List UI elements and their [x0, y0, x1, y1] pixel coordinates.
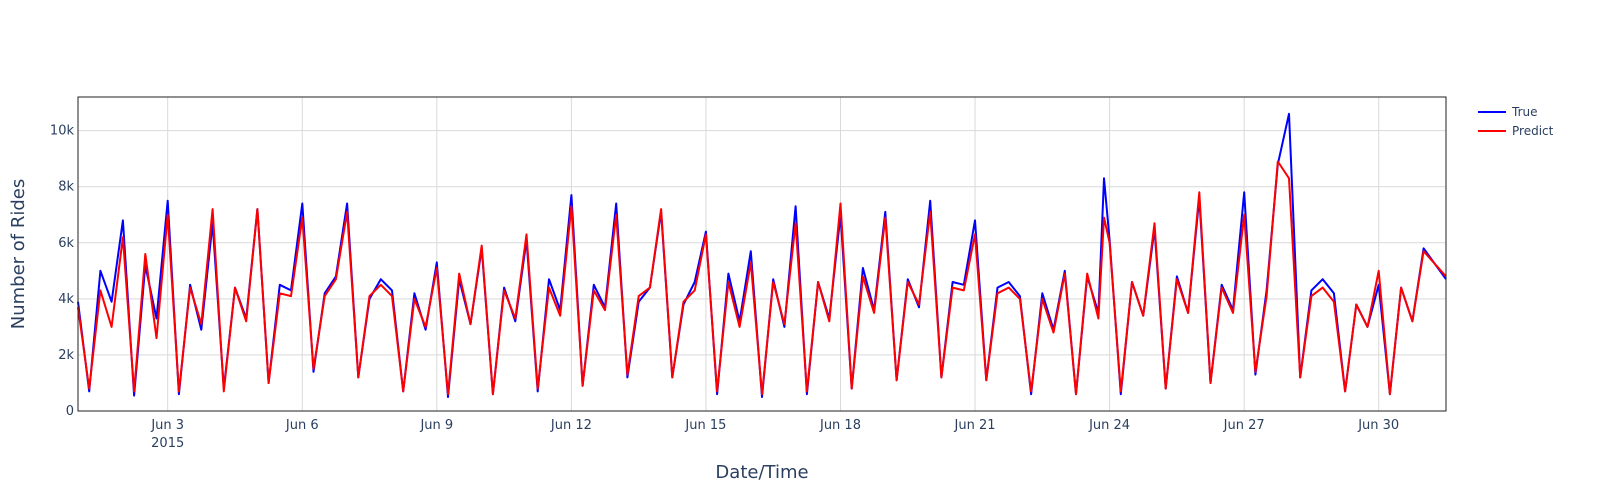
plot-frame — [77, 96, 1447, 412]
legend-item-predict[interactable]: Predict — [1478, 124, 1554, 138]
x-tick-label: Jun 30 — [1357, 418, 1399, 433]
legend-label: Predict — [1512, 124, 1554, 138]
x-tick-label: Jun 12 — [550, 418, 592, 433]
y-tick-label: 8k — [58, 180, 74, 195]
y-tick-label: 10k — [50, 124, 75, 139]
x-tick-sublabel: 2015 — [151, 436, 184, 451]
x-tick-label: Jun 21 — [954, 418, 996, 433]
y-tick-label: 0 — [66, 404, 74, 419]
x-tick-label: Jun 18 — [819, 418, 861, 433]
x-axis-title: Date/Time — [715, 462, 808, 483]
series-line-predict — [77, 160, 1447, 396]
legend[interactable]: True Predict — [1478, 105, 1554, 138]
y-axis-title: Number of Rides — [8, 179, 29, 330]
x-tick-label: Jun 6 — [285, 418, 319, 433]
y-axis-ticks: 0 2k 4k 6k 8k 10k — [50, 124, 75, 419]
series-lines — [77, 112, 1447, 398]
y-tick-label: 2k — [58, 348, 74, 363]
x-tick-label: Jun 3 — [150, 418, 184, 433]
legend-item-true[interactable]: True — [1478, 105, 1538, 119]
x-tick-label: Jun 24 — [1088, 418, 1130, 433]
y-tick-label: 6k — [58, 236, 74, 251]
legend-label: True — [1511, 105, 1538, 119]
x-tick-label: Jun 27 — [1223, 418, 1265, 433]
x-axis-ticks: Jun 3 2015 Jun 6 Jun 9 Jun 12 Jun 15 Jun 18 Jun… — [150, 418, 1399, 451]
x-tick-label: Jun 9 — [419, 418, 453, 433]
x-tick-label: Jun 15 — [684, 418, 726, 433]
grid — [78, 97, 1446, 411]
y-tick-label: 4k — [58, 292, 74, 307]
